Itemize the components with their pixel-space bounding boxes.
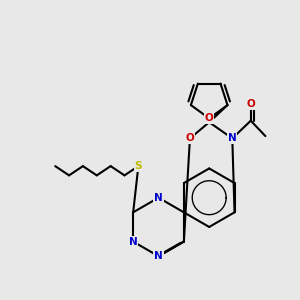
Text: O: O [246,99,255,109]
Text: N: N [129,237,137,247]
Text: O: O [205,113,214,123]
Text: O: O [186,134,194,143]
Text: N: N [154,193,163,203]
Text: S: S [135,161,142,171]
Text: N: N [154,251,163,261]
Text: N: N [228,134,237,143]
